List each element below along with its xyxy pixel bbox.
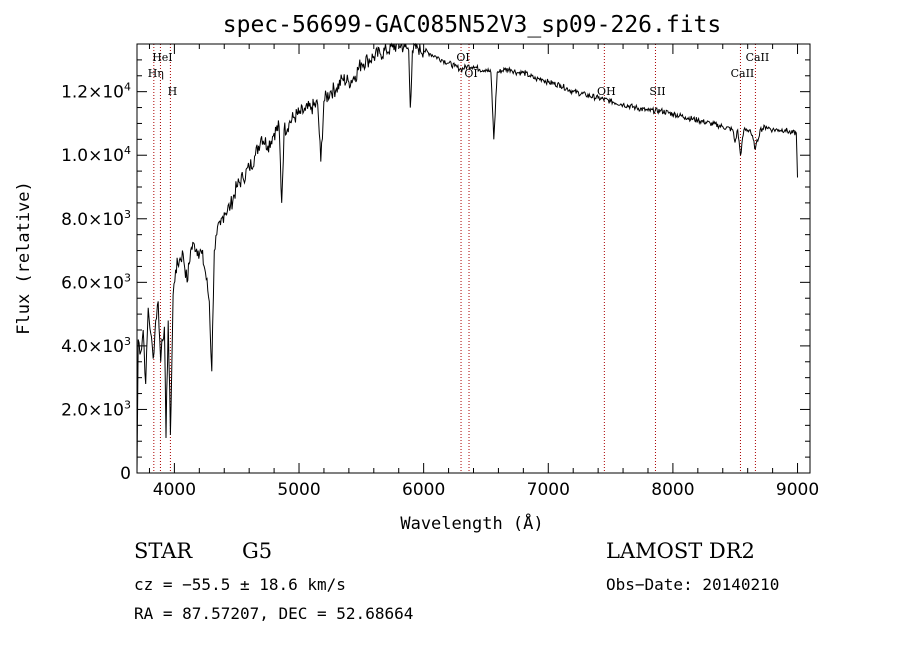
y-tick-label-2: 4.0×103 (61, 335, 131, 357)
x-tick-label-1: 5000 (277, 480, 320, 500)
y-tick-label-5: 1.0×104 (61, 144, 131, 166)
y-tick-label-0: 0 (120, 464, 131, 484)
chart-title: spec-56699-GAC085N52V3_sp09-226.fits (223, 12, 722, 38)
spectrum-line (136, 42, 798, 474)
line-marker-label-6: SII (649, 85, 665, 98)
line-marker-label-8: CaII (746, 51, 770, 64)
line-marker-label-4: OI (464, 67, 477, 80)
line-marker-label-2: H (168, 85, 178, 98)
observation-date: Obs−Date: 20140210 (606, 575, 780, 594)
emission-line-labels: HeI Hη H OI OI OH SII CaII CaII (148, 51, 770, 98)
y-tick-label-6: 1.2×104 (61, 81, 131, 103)
x-tick-label-3: 7000 (527, 480, 570, 500)
x-tick-label-0: 4000 (153, 480, 196, 500)
redshift-velocity: cz = −55.5 ± 18.6 km/s (134, 575, 346, 594)
line-marker-label-7: CaII (731, 67, 755, 80)
line-marker-label-0: HeI (152, 51, 172, 64)
line-marker-label-3: OI (456, 51, 469, 64)
x-tick-label-5: 9000 (776, 480, 819, 500)
line-marker-label-1: Hη (148, 67, 164, 80)
emission-line-markers (153, 44, 756, 473)
line-marker-label-5: OH (597, 85, 616, 98)
y-axis-label: Flux (relative) (14, 181, 34, 335)
object-subclass: G5 (242, 539, 273, 563)
y-axis: 0 2.0×103 4.0×103 6.0×103 8.0×103 1.0×104 1.2×… (61, 59, 810, 484)
object-class: STAR (134, 539, 193, 563)
x-tick-label-2: 6000 (402, 480, 445, 500)
y-tick-label-1: 2.0×103 (61, 398, 131, 420)
plot-frame (136, 43, 811, 474)
coordinates: RA = 87.57207, DEC = 52.68664 (134, 604, 414, 623)
survey-name: LAMOST DR2 (606, 539, 755, 563)
y-tick-label-4: 8.0×103 (61, 208, 131, 230)
x-axis-label: Wavelength (Å) (400, 512, 543, 534)
x-axis: 4000 5000 6000 7000 8000 9000 (148, 44, 819, 500)
y-tick-label-3: 6.0×103 (61, 271, 131, 293)
x-tick-label-4: 8000 (651, 480, 694, 500)
